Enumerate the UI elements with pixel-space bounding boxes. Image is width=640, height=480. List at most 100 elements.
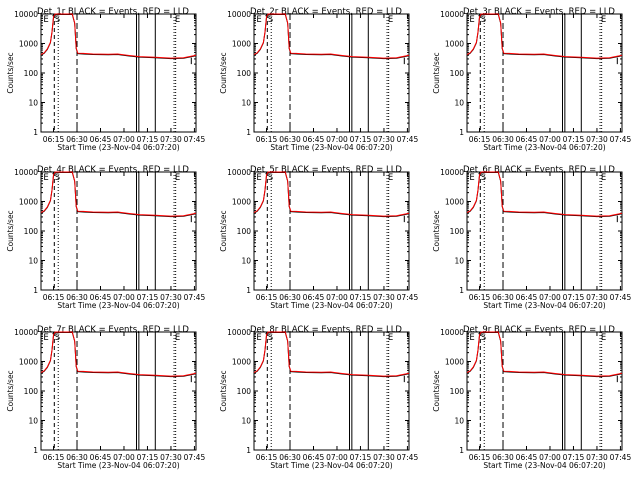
x-axis-label: Start Time (23-Nov-04 06:07:20) — [483, 461, 605, 470]
panel-title: Det_7r BLACK = Events, RED = LLD — [37, 325, 189, 335]
x-tick-label: 06:30 — [66, 135, 88, 144]
x-tick-label: 07:30 — [586, 135, 608, 144]
x-tick-label: 07:30 — [586, 293, 608, 302]
x-tick-label: 06:45 — [90, 135, 112, 144]
y-tick-label: 1 — [459, 128, 464, 137]
x-tick-label: 07:45 — [184, 453, 206, 462]
x-tick-label: 07:30 — [373, 135, 395, 144]
event-marker-label: E — [469, 333, 474, 343]
event-marker-label: E — [175, 333, 180, 343]
event-marker-label: E — [175, 15, 180, 25]
plot-frame — [466, 13, 623, 133]
y-tick-label: 10000 — [227, 10, 251, 19]
event-marker-label: E — [388, 333, 393, 343]
x-tick-label: 07:45 — [184, 135, 206, 144]
plot-frame — [40, 331, 197, 451]
x-tick-label: 06:15 — [43, 293, 65, 302]
x-tick-label: 06:30 — [279, 135, 301, 144]
panel-title: Det_9r BLACK = Events, RED = LLD — [463, 325, 615, 335]
panel-title: Det_8r BLACK = Events, RED = LLD — [250, 325, 402, 335]
y-tick-label: 1000 — [232, 40, 251, 49]
chart-panel: Det_6r BLACK = Events, RED = LLD 1 10 100 10… — [432, 165, 631, 310]
x-axis-label: Start Time (23-Nov-04 06:07:20) — [270, 301, 392, 310]
events-series-line — [253, 14, 410, 60]
x-tick-label: 06:15 — [256, 293, 278, 302]
x-tick-label: 07:15 — [350, 135, 372, 144]
x-tick-label: 06:15 — [469, 135, 491, 144]
event-marker-label: S — [481, 15, 486, 25]
x-tick-label: 06:45 — [90, 453, 112, 462]
y-tick-label: 1 — [33, 286, 38, 295]
event-marker-label: E — [388, 15, 393, 25]
x-tick-label: 07:00 — [539, 293, 561, 302]
y-tick-label: 10000 — [14, 328, 38, 337]
y-tick-label: 1000 — [232, 198, 251, 207]
y-tick-label: 1 — [246, 128, 251, 137]
x-tick-label: 06:45 — [516, 135, 538, 144]
chart-panel: Det_7r BLACK = Events, RED = LLD 1 10 100 10… — [6, 325, 205, 470]
x-tick-label: 07:45 — [610, 293, 632, 302]
panel-title: Det_1r BLACK = Events, RED = LLD — [37, 7, 189, 17]
event-marker-label: E — [43, 173, 48, 183]
y-tick-label: 10 — [28, 99, 38, 108]
events-series-line — [466, 172, 623, 218]
x-tick-label: 07:15 — [350, 453, 372, 462]
event-marker-label: E — [256, 173, 261, 183]
y-tick-label: 1 — [459, 446, 464, 455]
x-tick-label: 06:30 — [279, 293, 301, 302]
event-marker-label: E — [43, 15, 48, 25]
x-axis-label: Start Time (23-Nov-04 06:07:20) — [57, 143, 179, 152]
y-tick-label: 100 — [24, 387, 39, 396]
event-marker-label: E — [601, 333, 606, 343]
y-tick-label: 1 — [246, 446, 251, 455]
x-tick-label: 06:30 — [66, 293, 88, 302]
event-marker-label: E — [601, 173, 606, 183]
x-tick-label: 07:30 — [373, 293, 395, 302]
x-tick-label: 06:30 — [66, 453, 88, 462]
y-tick-label: 1000 — [445, 358, 464, 367]
plot-frame — [466, 331, 623, 451]
event-marker-label: E — [175, 173, 180, 183]
y-tick-label: 1000 — [232, 358, 251, 367]
chart-panel: Det_3r BLACK = Events, RED = LLD 1 10 100 10… — [432, 7, 631, 152]
y-tick-label: 10 — [28, 257, 38, 266]
y-tick-label: 100 — [24, 69, 39, 78]
x-tick-label: 06:15 — [469, 453, 491, 462]
y-tick-label: 10000 — [440, 10, 464, 19]
y-tick-label: 10000 — [14, 168, 38, 177]
events-series-line — [40, 172, 197, 218]
panel-title: Det_6r BLACK = Events, RED = LLD — [463, 165, 615, 175]
events-series-line — [253, 332, 410, 378]
y-axis-label: Counts/sec — [6, 370, 15, 411]
y-tick-label: 1000 — [445, 198, 464, 207]
event-marker-label: E — [256, 333, 261, 343]
chart-panel: Det_2r BLACK = Events, RED = LLD 1 10 100 10… — [219, 7, 418, 152]
x-tick-label: 07:00 — [113, 453, 135, 462]
y-tick-label: 10000 — [440, 328, 464, 337]
lld-series-line — [40, 13, 197, 59]
x-tick-label: 07:45 — [397, 293, 419, 302]
x-tick-label: 07:45 — [397, 453, 419, 462]
y-tick-label: 10 — [454, 99, 464, 108]
x-tick-label: 07:00 — [326, 293, 348, 302]
y-tick-label: 10 — [454, 257, 464, 266]
lld-series-line — [466, 331, 623, 377]
x-tick-label: 06:45 — [516, 453, 538, 462]
x-tick-label: 07:45 — [610, 453, 632, 462]
event-marker-label: S — [55, 173, 60, 183]
x-axis-label: Start Time (23-Nov-04 06:07:20) — [57, 461, 179, 470]
x-tick-label: 07:30 — [160, 453, 182, 462]
x-tick-label: 07:00 — [113, 293, 135, 302]
chart-panel: Det_5r BLACK = Events, RED = LLD 1 10 100 10… — [219, 165, 418, 310]
y-axis-label: Counts/sec — [219, 52, 228, 93]
y-axis-label: Counts/sec — [432, 52, 441, 93]
y-tick-label: 10 — [454, 417, 464, 426]
plot-frame — [253, 331, 410, 451]
panel-title: Det_2r BLACK = Events, RED = LLD — [250, 7, 402, 17]
x-tick-label: 06:15 — [43, 135, 65, 144]
x-tick-label: 07:30 — [160, 135, 182, 144]
x-tick-label: 07:00 — [326, 135, 348, 144]
y-axis-label: Counts/sec — [6, 210, 15, 251]
plot-frame — [40, 171, 197, 291]
x-tick-label: 07:45 — [397, 135, 419, 144]
